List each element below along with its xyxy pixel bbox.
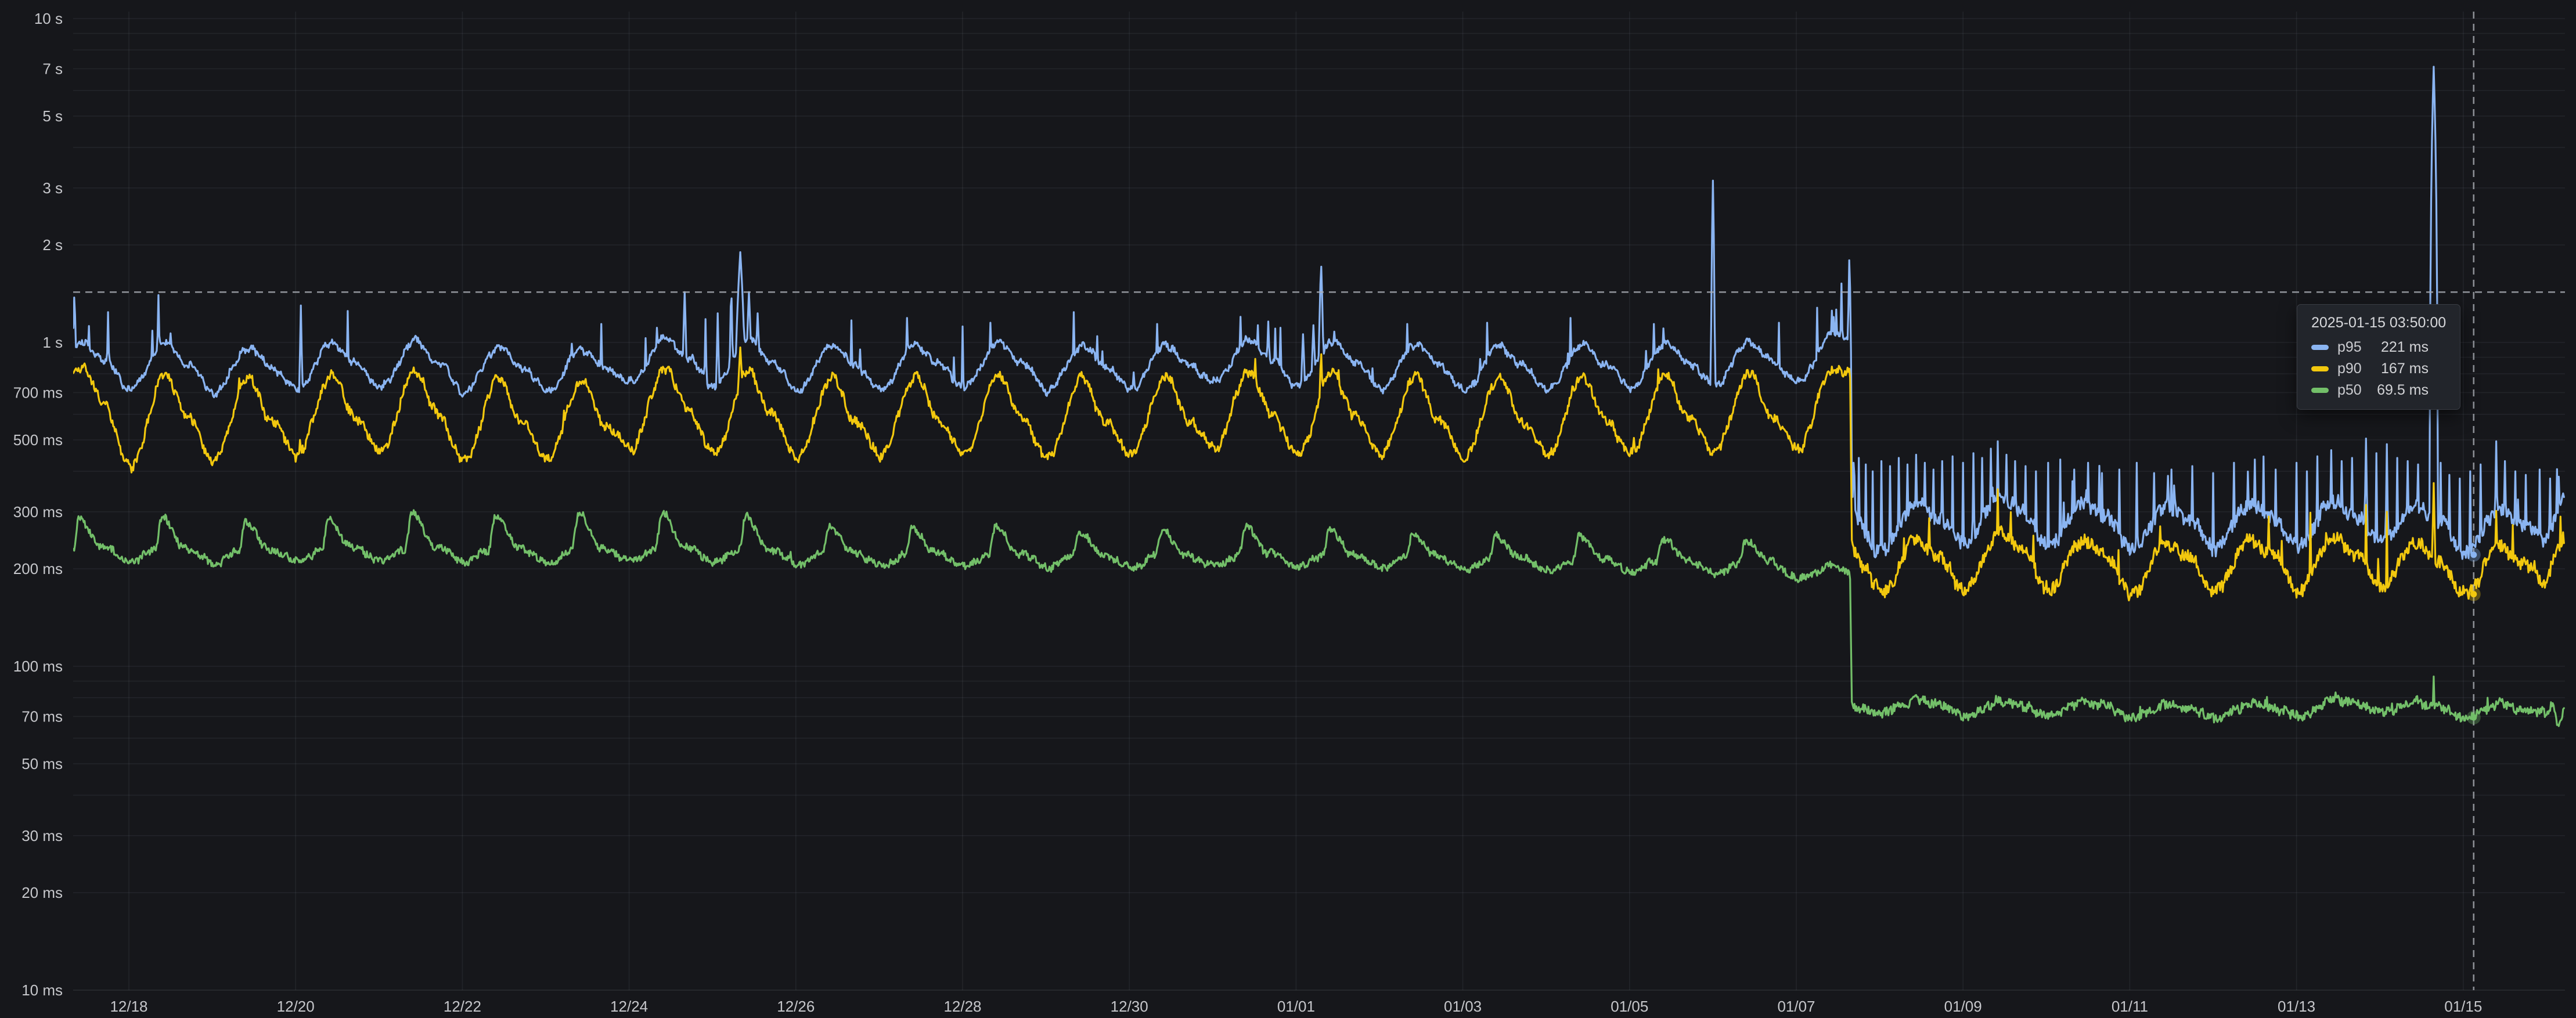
- series-label: p95: [2337, 339, 2362, 355]
- hover-point-p95: [2470, 551, 2477, 558]
- series-line-p95: [73, 66, 2565, 560]
- x-axis-tick-label: 01/05: [1611, 998, 1648, 1015]
- x-axis-tick-label: 01/13: [2278, 998, 2315, 1015]
- y-axis-tick-label: 7 s: [42, 60, 63, 77]
- y-axis-tick-label: 5 s: [42, 107, 63, 125]
- hover-points: [2466, 547, 2481, 725]
- tooltip-series-row: p90 167 ms: [2311, 358, 2446, 380]
- x-axis-tick-label: 12/26: [777, 998, 815, 1015]
- hover-point-p90: [2470, 591, 2477, 598]
- series-swatch-p95: [2311, 345, 2329, 350]
- y-axis-tick-label: 1 s: [42, 334, 63, 351]
- x-axis-tick-label: 01/15: [2444, 998, 2482, 1015]
- y-axis-tick-label: 20 ms: [21, 884, 63, 901]
- series-swatch-p50: [2311, 388, 2329, 393]
- x-axis-tick-label: 01/01: [1277, 998, 1315, 1015]
- x-axis-tick-label: 01/11: [2112, 998, 2148, 1015]
- y-axis-tick-label: 200 ms: [13, 560, 63, 577]
- y-axis-tick-label: 300 ms: [13, 503, 63, 521]
- series-value: 69.5 ms: [2377, 382, 2429, 398]
- x-axis-tick-label: 12/30: [1111, 998, 1148, 1015]
- x-axis-tick-label: 01/09: [1944, 998, 1982, 1015]
- hover-point-p50: [2470, 714, 2477, 721]
- y-axis-tick-label: 2 s: [42, 236, 63, 254]
- series-swatch-p90: [2311, 366, 2329, 371]
- series-line-p90: [73, 346, 2565, 602]
- x-axis-tick-label: 12/20: [277, 998, 315, 1015]
- series-label: p90: [2337, 360, 2362, 377]
- y-axis-tick-label: 700 ms: [13, 384, 63, 401]
- series-value: 167 ms: [2381, 360, 2429, 377]
- tooltip-series-row: p50 69.5 ms: [2311, 380, 2446, 401]
- y-axis-tick-label: 10 s: [34, 10, 63, 27]
- y-axis-tick-label: 100 ms: [13, 658, 63, 675]
- series-value: 221 ms: [2381, 339, 2429, 355]
- y-axis-labels: 10 s 7 s 5 s 3 s 2 s 1 s 700 ms 500 ms 300 ms 200…: [13, 10, 63, 999]
- series-label: p50: [2337, 382, 2362, 398]
- hover-tooltip: 2025-01-15 03:50:00 p95 221 ms p90 167 m…: [2297, 304, 2460, 410]
- series-line-p50: [73, 509, 2565, 727]
- grid-lines: [73, 12, 2565, 991]
- series-lines: [73, 66, 2565, 727]
- y-axis-tick-label: 70 ms: [21, 707, 63, 725]
- x-axis-tick-label: 01/07: [1777, 998, 1815, 1015]
- x-axis-tick-label: 12/28: [943, 998, 981, 1015]
- y-axis-tick-label: 50 ms: [21, 755, 63, 772]
- x-axis-tick-label: 12/18: [110, 998, 147, 1015]
- x-axis-tick-label: 12/24: [610, 998, 648, 1015]
- x-axis-labels: 12/18 12/20 12/22 12/24 12/26 12/28 12/30 01/01…: [110, 998, 2482, 1015]
- x-axis-tick-label: 01/03: [1444, 998, 1482, 1015]
- y-axis-tick-label: 3 s: [42, 179, 63, 197]
- y-axis-tick-label: 500 ms: [13, 431, 63, 449]
- y-axis-tick-label: 30 ms: [21, 827, 63, 844]
- crosshair: [73, 12, 2565, 990]
- x-axis-tick-label: 12/22: [444, 998, 481, 1015]
- y-axis-tick-label: 10 ms: [21, 981, 63, 999]
- tooltip-series-row: p95 221 ms: [2311, 337, 2446, 358]
- tooltip-timestamp: 2025-01-15 03:50:00: [2311, 315, 2447, 331]
